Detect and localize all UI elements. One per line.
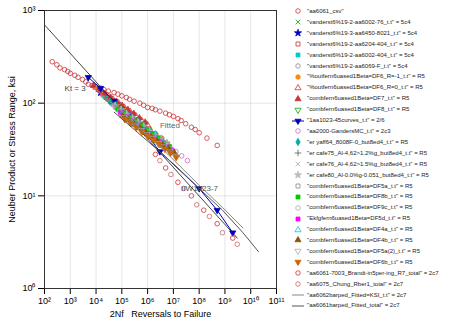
svg-text:10⁷: 10⁷ bbox=[167, 296, 180, 306]
html-text:"Ekfgfern6uased1Beta=DF5d_t.t": "Ekfgfern6uased1Beta=DF5d_t.t" = R5 bbox=[307, 215, 410, 222]
svg-text:Neuber Product or Stress Range: Neuber Product or Stress Range, ksi bbox=[7, 76, 17, 223]
html-text:"combfern6uased1Beta=DF5a(2)_t: "combfern6uased1Beta=DF5a(2)_t.t" = R5 bbox=[307, 247, 420, 254]
svg-text:Kt = 3: Kt = 3 bbox=[65, 84, 87, 93]
html-text:"combfern6uased1Beta=DF4a_t.t": "combfern6uased1Beta=DF4a_t.t" = R5 bbox=[307, 226, 413, 233]
html-text:"%outfern6uased1Beta=DF6_R=0_t: "%outfern6uased1Beta=DF6_R=0_t.t" = R5 bbox=[307, 84, 423, 91]
html-text:"%outfern6uased1Beta=DF6_R=-1_: "%outfern6uased1Beta=DF6_R=-1_t.t" = R5 bbox=[307, 73, 425, 80]
html-text:"aa6062barped_Fitted=KSI_t.t": "aa6062barped_Fitted=KSI_t.t" = 2c7 bbox=[307, 291, 407, 298]
html-text:"vanderst6%19-2-aa6002-76_t.t": "vanderst6%19-2-aa6002-76_t.t" = 5c4 bbox=[307, 18, 411, 25]
svg-text:10³: 10³ bbox=[64, 296, 77, 306]
html-text:"vanderst6%19-2-aa6069-F_t.t": "vanderst6%19-2-aa6069-F_t.t" = 5c4 bbox=[307, 62, 408, 69]
html-text:"combfern6uased1Beta=DF5a_t.t": "combfern6uased1Beta=DF5a_t.t" = R5 bbox=[307, 182, 413, 189]
svg-text:10³: 10³ bbox=[22, 5, 35, 15]
html-text:"aa6061barped_Fitted_total" =: "aa6061barped_Fitted_total" = 2c7 bbox=[307, 302, 400, 309]
html-text:"combfern6uased1Beta=DF4b_t.t": "combfern6uased1Beta=DF4b_t.t" = R5 bbox=[307, 237, 413, 243]
html-text:"aa6061_csv": "aa6061_csv" bbox=[307, 8, 344, 14]
html-text:"er cafe75_Al-4,62>1.2%g_but8e: "er cafe75_Al-4,62>1.2%g_but8ed4_t.t" = … bbox=[307, 149, 427, 156]
html-text:"combfern6uased1Beta=DF6b_t.t": "combfern6uased1Beta=DF6b_t.t" = R5 bbox=[307, 258, 413, 265]
html-text:"aa2000-GandersMC_t.t" = 2c3: "aa2000-GandersMC_t.t" = 2c3 bbox=[307, 128, 391, 134]
html-text:"combfern6uased1Beta=DF8_t.t": "combfern6uased1Beta=DF8_t.t" = R5 bbox=[307, 106, 410, 113]
svg-text:10⁹: 10⁹ bbox=[218, 296, 232, 306]
html-text:"1aa1023-45curves_t.t" = 2/6: "1aa1023-45curves_t.t" = 2/6 bbox=[307, 117, 385, 124]
svg-text:2Nf Reversals to Failure: 2Nf Reversals to Failure bbox=[110, 309, 212, 319]
svg-text:10²: 10² bbox=[38, 296, 51, 306]
svg-text:IIW1823-7: IIW1823-7 bbox=[181, 184, 218, 193]
html-text:"combfern6uased1Beta=DF7_t.t": "combfern6uased1Beta=DF7_t.t" = R5 bbox=[307, 95, 410, 102]
html-text:"vanderst6%19-2-aa6002-404_t.t: "vanderst6%19-2-aa6002-404_t.t" = 5c4 bbox=[307, 51, 414, 58]
svg-text:10¹: 10¹ bbox=[22, 191, 35, 201]
svg-text:10⁶: 10⁶ bbox=[141, 296, 155, 306]
svg-text:Fitted: Fitted bbox=[160, 121, 180, 130]
svg-text:10⁴: 10⁴ bbox=[89, 296, 103, 306]
svg-text:10⁸: 10⁸ bbox=[192, 296, 206, 306]
svg-text:10¹¹: 10¹¹ bbox=[268, 296, 284, 306]
svg-text:10²: 10² bbox=[22, 98, 35, 108]
html-text:"vanderst6%19-2-aa6204-404_t.t: "vanderst6%19-2-aa6204-404_t.t" = 5c4 bbox=[307, 40, 414, 47]
html-text:"aa6075_Chung_Rber1_total" = 2: "aa6075_Chung_Rber1_total" = 2c7 bbox=[307, 280, 404, 287]
html-text:"er cafe80_Al-0.0%g-0.051_but8: "er cafe80_Al-0.0%g-0.051_but8ed4_t.t" =… bbox=[307, 171, 429, 178]
html-text:"combfern6uased1Beta=DF9c_t.t": "combfern6uased1Beta=DF9c_t.t" = R5 bbox=[307, 204, 413, 211]
svg-text:10¹⁰: 10¹⁰ bbox=[243, 296, 259, 306]
svg-text:10⁰: 10⁰ bbox=[22, 283, 35, 293]
svg-text:10⁵: 10⁵ bbox=[115, 296, 129, 306]
html-text:"er yaff64_8008F-0_but8ed4_t.t: "er yaff64_8008F-0_but8ed4_t.t" = R5 bbox=[307, 138, 409, 145]
html-text:"combfern6uased1Beta=DF8b_t.t": "combfern6uased1Beta=DF8b_t.t" = R5 bbox=[307, 193, 413, 200]
html-text:"aa6061-7003_Brandt-in5per-ing: "aa6061-7003_Brandt-in5per-ing_R7_total"… bbox=[307, 269, 439, 276]
html-text:"vanderst6%19-3-aa6450-8021_t.: "vanderst6%19-3-aa6450-8021_t.t" = 5c4 bbox=[307, 29, 418, 36]
html-text:"er cafe76_Al-4,62>1.5%g_but8e: "er cafe76_Al-4,62>1.5%g_but8ed4_t.t" = … bbox=[307, 160, 427, 167]
